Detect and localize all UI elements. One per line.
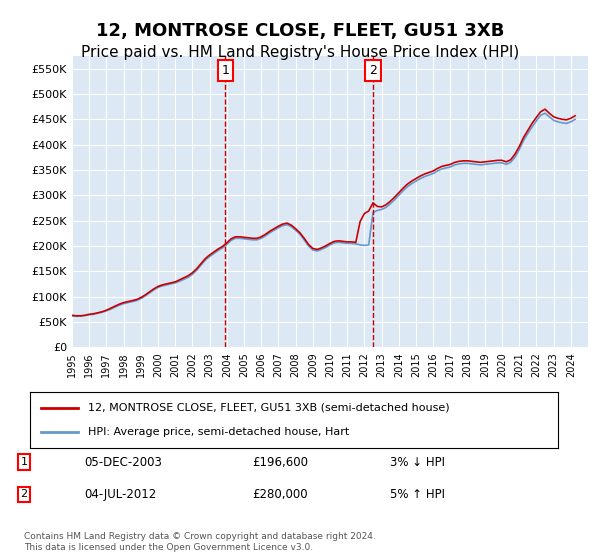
- Text: Contains HM Land Registry data © Crown copyright and database right 2024.
This d: Contains HM Land Registry data © Crown c…: [24, 532, 376, 552]
- Text: 04-JUL-2012: 04-JUL-2012: [84, 488, 156, 501]
- Text: 1: 1: [221, 64, 229, 77]
- Text: 12, MONTROSE CLOSE, FLEET, GU51 3XB (semi-detached house): 12, MONTROSE CLOSE, FLEET, GU51 3XB (sem…: [88, 403, 450, 413]
- Text: 1: 1: [20, 457, 28, 467]
- Text: £280,000: £280,000: [252, 488, 308, 501]
- Text: HPI: Average price, semi-detached house, Hart: HPI: Average price, semi-detached house,…: [88, 427, 349, 437]
- Text: 2: 2: [369, 64, 377, 77]
- Text: 5% ↑ HPI: 5% ↑ HPI: [390, 488, 445, 501]
- Text: 12, MONTROSE CLOSE, FLEET, GU51 3XB: 12, MONTROSE CLOSE, FLEET, GU51 3XB: [96, 22, 504, 40]
- Text: £196,600: £196,600: [252, 456, 308, 469]
- Text: 2: 2: [20, 489, 28, 500]
- Text: 05-DEC-2003: 05-DEC-2003: [84, 456, 162, 469]
- Text: 3% ↓ HPI: 3% ↓ HPI: [390, 456, 445, 469]
- Text: Price paid vs. HM Land Registry's House Price Index (HPI): Price paid vs. HM Land Registry's House …: [81, 45, 519, 60]
